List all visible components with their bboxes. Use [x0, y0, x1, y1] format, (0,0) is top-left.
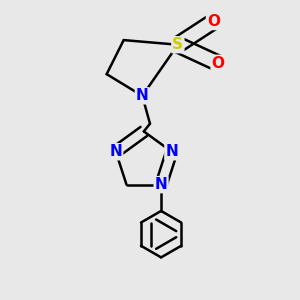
- Text: O: O: [207, 14, 220, 29]
- Text: S: S: [172, 37, 183, 52]
- Text: N: N: [136, 88, 148, 103]
- Text: N: N: [110, 144, 122, 159]
- Text: N: N: [165, 144, 178, 159]
- Text: O: O: [212, 56, 225, 71]
- Text: N: N: [155, 177, 167, 192]
